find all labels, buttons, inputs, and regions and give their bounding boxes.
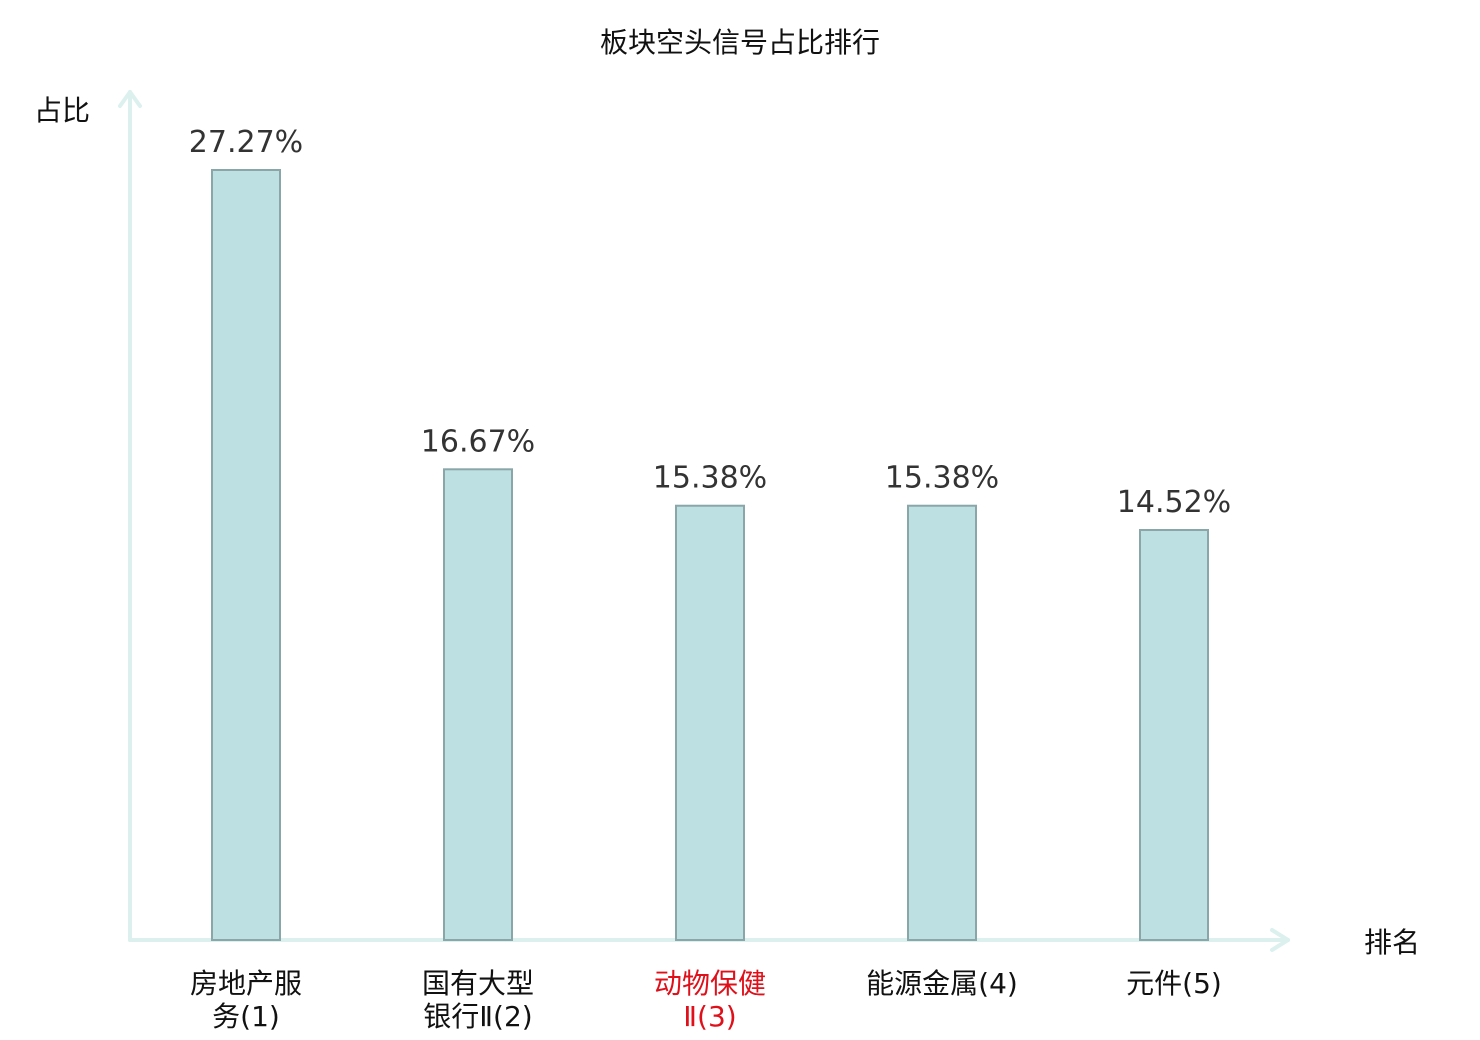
bar-1 [211, 169, 281, 941]
bar-4 [907, 504, 977, 941]
y-axis-label: 占比 [34, 94, 90, 127]
chart-title: 板块空头信号占比排行 [600, 26, 880, 59]
value-label-2: 16.67% [421, 424, 535, 459]
category-label-2-line-2: 银行Ⅱ(2) [423, 1000, 532, 1033]
category-label-3-line-2: Ⅱ(3) [683, 1000, 736, 1033]
category-label-3-line-1: 动物保健 [654, 967, 766, 1000]
bar-3 [675, 504, 745, 941]
value-label-4: 15.38% [885, 461, 999, 496]
y-axis-arrow [118, 90, 142, 108]
bar-5 [1139, 529, 1209, 941]
value-label-3: 15.38% [653, 461, 767, 496]
x-axis-arrow [1270, 928, 1290, 952]
category-label-2-line-1: 国有大型 [422, 967, 534, 1000]
value-label-1: 27.27% [189, 125, 303, 160]
x-axis-label: 排名 [1364, 926, 1420, 959]
category-label-5: 元件(5) [1126, 967, 1222, 1000]
category-label-4: 能源金属(4) [866, 967, 1018, 1000]
category-label-1-line-2: 务(1) [212, 1000, 280, 1033]
category-label-1-line-1: 房地产服 [190, 967, 302, 1000]
value-label-5: 14.52% [1117, 485, 1231, 520]
bar-2 [443, 468, 513, 941]
